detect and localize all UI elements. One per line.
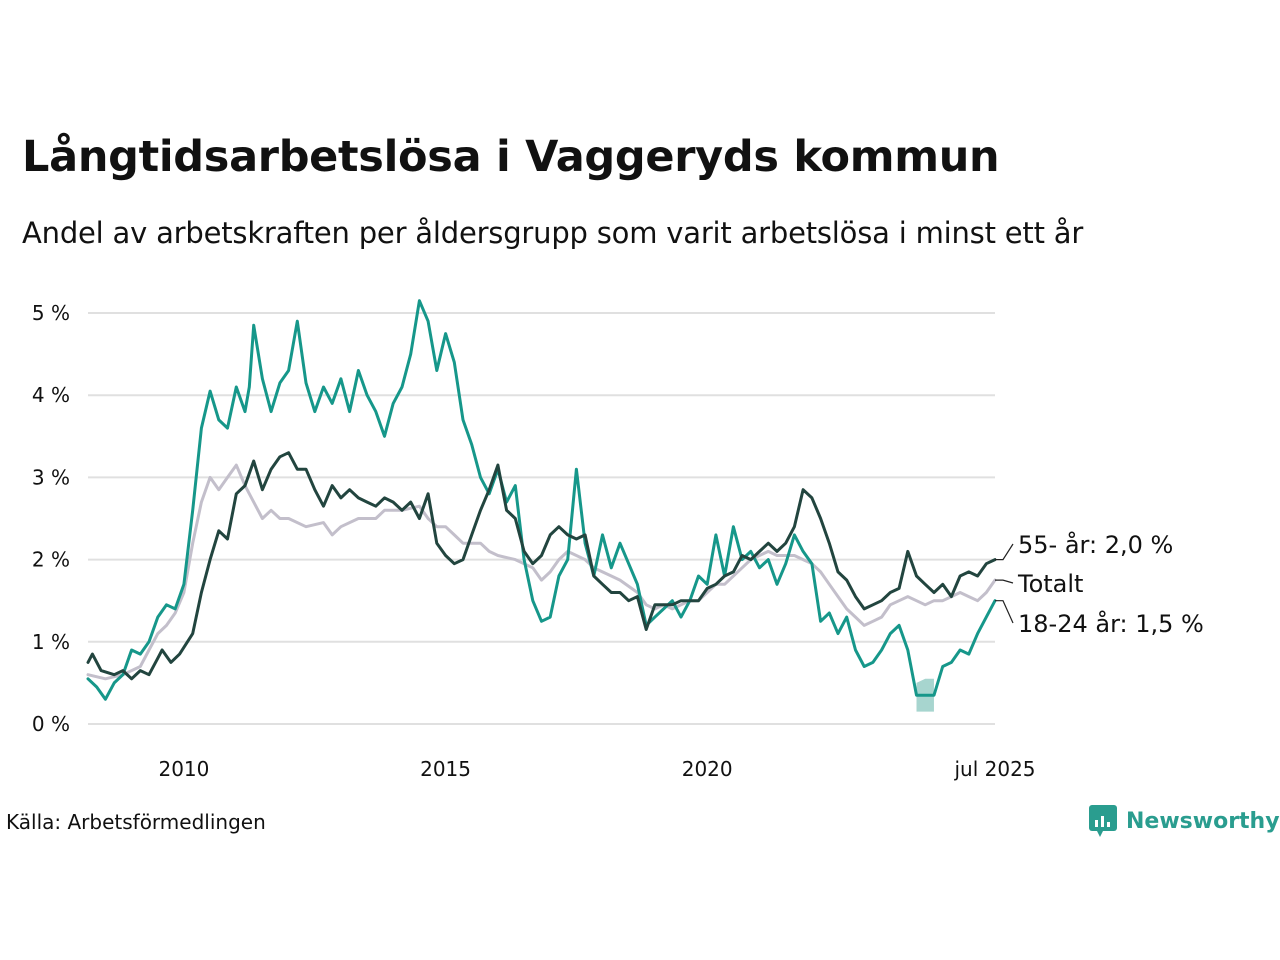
chart-subtitle: Andel av arbetskraften per åldersgrupp s…	[22, 216, 1084, 250]
newsworthy-logo-icon	[1089, 805, 1117, 837]
y-tick-label: 5 %	[32, 301, 70, 325]
end-labels: 55- år: 2,0 % Totalt 18-24 år: 1,5 %	[995, 530, 1204, 638]
end-label-connector	[995, 579, 1014, 584]
y-tick-label: 4 %	[32, 383, 70, 407]
x-tick-label: 2015	[420, 757, 471, 781]
x-tick-label: jul 2025	[953, 757, 1035, 781]
end-label-age-55: 55- år: 2,0 %	[1018, 530, 1173, 559]
y-tick-label: 1 %	[32, 630, 70, 654]
series-line-total	[86, 463, 997, 681]
x-tick-label: 2010	[158, 757, 209, 781]
newsworthy-logo: Newsworthy	[1088, 804, 1280, 838]
newsworthy-logo-text: Newsworthy	[1126, 808, 1280, 834]
y-tick-label: 2 %	[32, 548, 70, 572]
x-axis-ticks: 2010 2015 2020 jul 2025	[158, 757, 1035, 781]
gridlines	[88, 312, 995, 725]
end-label-age-18-24: 18-24 år: 1,5 %	[1018, 609, 1204, 638]
end-label-connector	[995, 600, 1014, 624]
x-tick-label: 2020	[682, 757, 733, 781]
series-line-age-55	[86, 451, 997, 681]
series-line-age-18-24	[86, 299, 997, 701]
end-label-total: Totalt	[1017, 570, 1083, 598]
y-tick-label: 3 %	[32, 465, 70, 489]
source-note: Källa: Arbetsförmedlingen	[6, 810, 266, 834]
chart-title: Långtidsarbetslösa i Vaggeryds kommun	[22, 132, 1000, 182]
y-tick-label: 0 %	[32, 712, 70, 736]
end-label-connector	[995, 543, 1014, 561]
y-axis-ticks: 0 % 1 % 2 % 3 % 4 % 5 %	[32, 301, 70, 736]
series-layer	[86, 299, 997, 701]
